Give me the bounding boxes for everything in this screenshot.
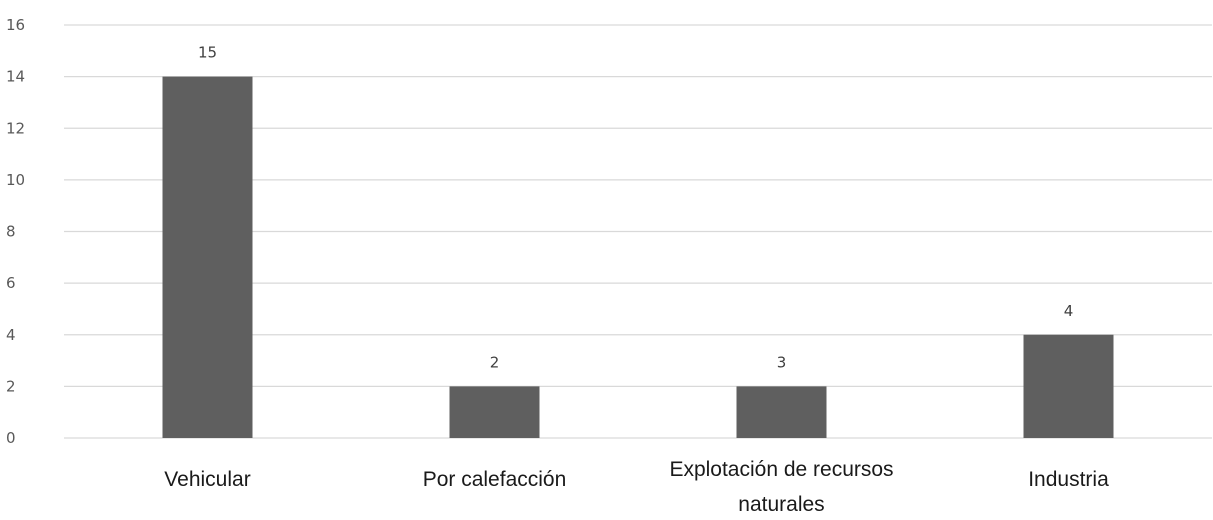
- y-tick-label: 4: [6, 326, 16, 344]
- y-tick-label: 0: [6, 429, 16, 447]
- category-label-3: Industria: [1028, 468, 1109, 491]
- gridlines: [64, 24, 1212, 439]
- y-tick-label: 10: [6, 171, 25, 189]
- category-label-line: naturales: [738, 493, 824, 516]
- y-tick-label: 12: [6, 119, 25, 137]
- bar-2: [736, 386, 827, 438]
- category-label-1: Por calefacción: [423, 468, 567, 491]
- category-label-2: Explotación de recursos naturales: [669, 458, 893, 516]
- x-axis-categories: Vehicular Por calefacción Explotación de r…: [164, 458, 1109, 516]
- data-label-3: 4: [1064, 302, 1074, 320]
- bar-0: [162, 76, 253, 438]
- bar-3: [1023, 334, 1114, 438]
- data-label-1: 2: [490, 353, 500, 371]
- bar-1: [449, 386, 540, 438]
- y-tick-label: 8: [6, 223, 16, 241]
- y-tick-label: 14: [6, 68, 25, 86]
- category-label-line: Explotación de recursos: [669, 458, 893, 481]
- y-tick-label: 16: [6, 16, 25, 34]
- data-label-2: 3: [777, 353, 787, 371]
- bars: [162, 76, 1114, 438]
- data-labels: 15 2 3 4: [198, 44, 1073, 372]
- data-label-0: 15: [198, 44, 217, 62]
- y-tick-label: 2: [6, 377, 16, 395]
- y-axis-ticks: 0 2 4 6 8 10 12 14 16: [6, 16, 25, 447]
- category-label-0: Vehicular: [164, 468, 250, 491]
- y-tick-label: 6: [6, 274, 16, 292]
